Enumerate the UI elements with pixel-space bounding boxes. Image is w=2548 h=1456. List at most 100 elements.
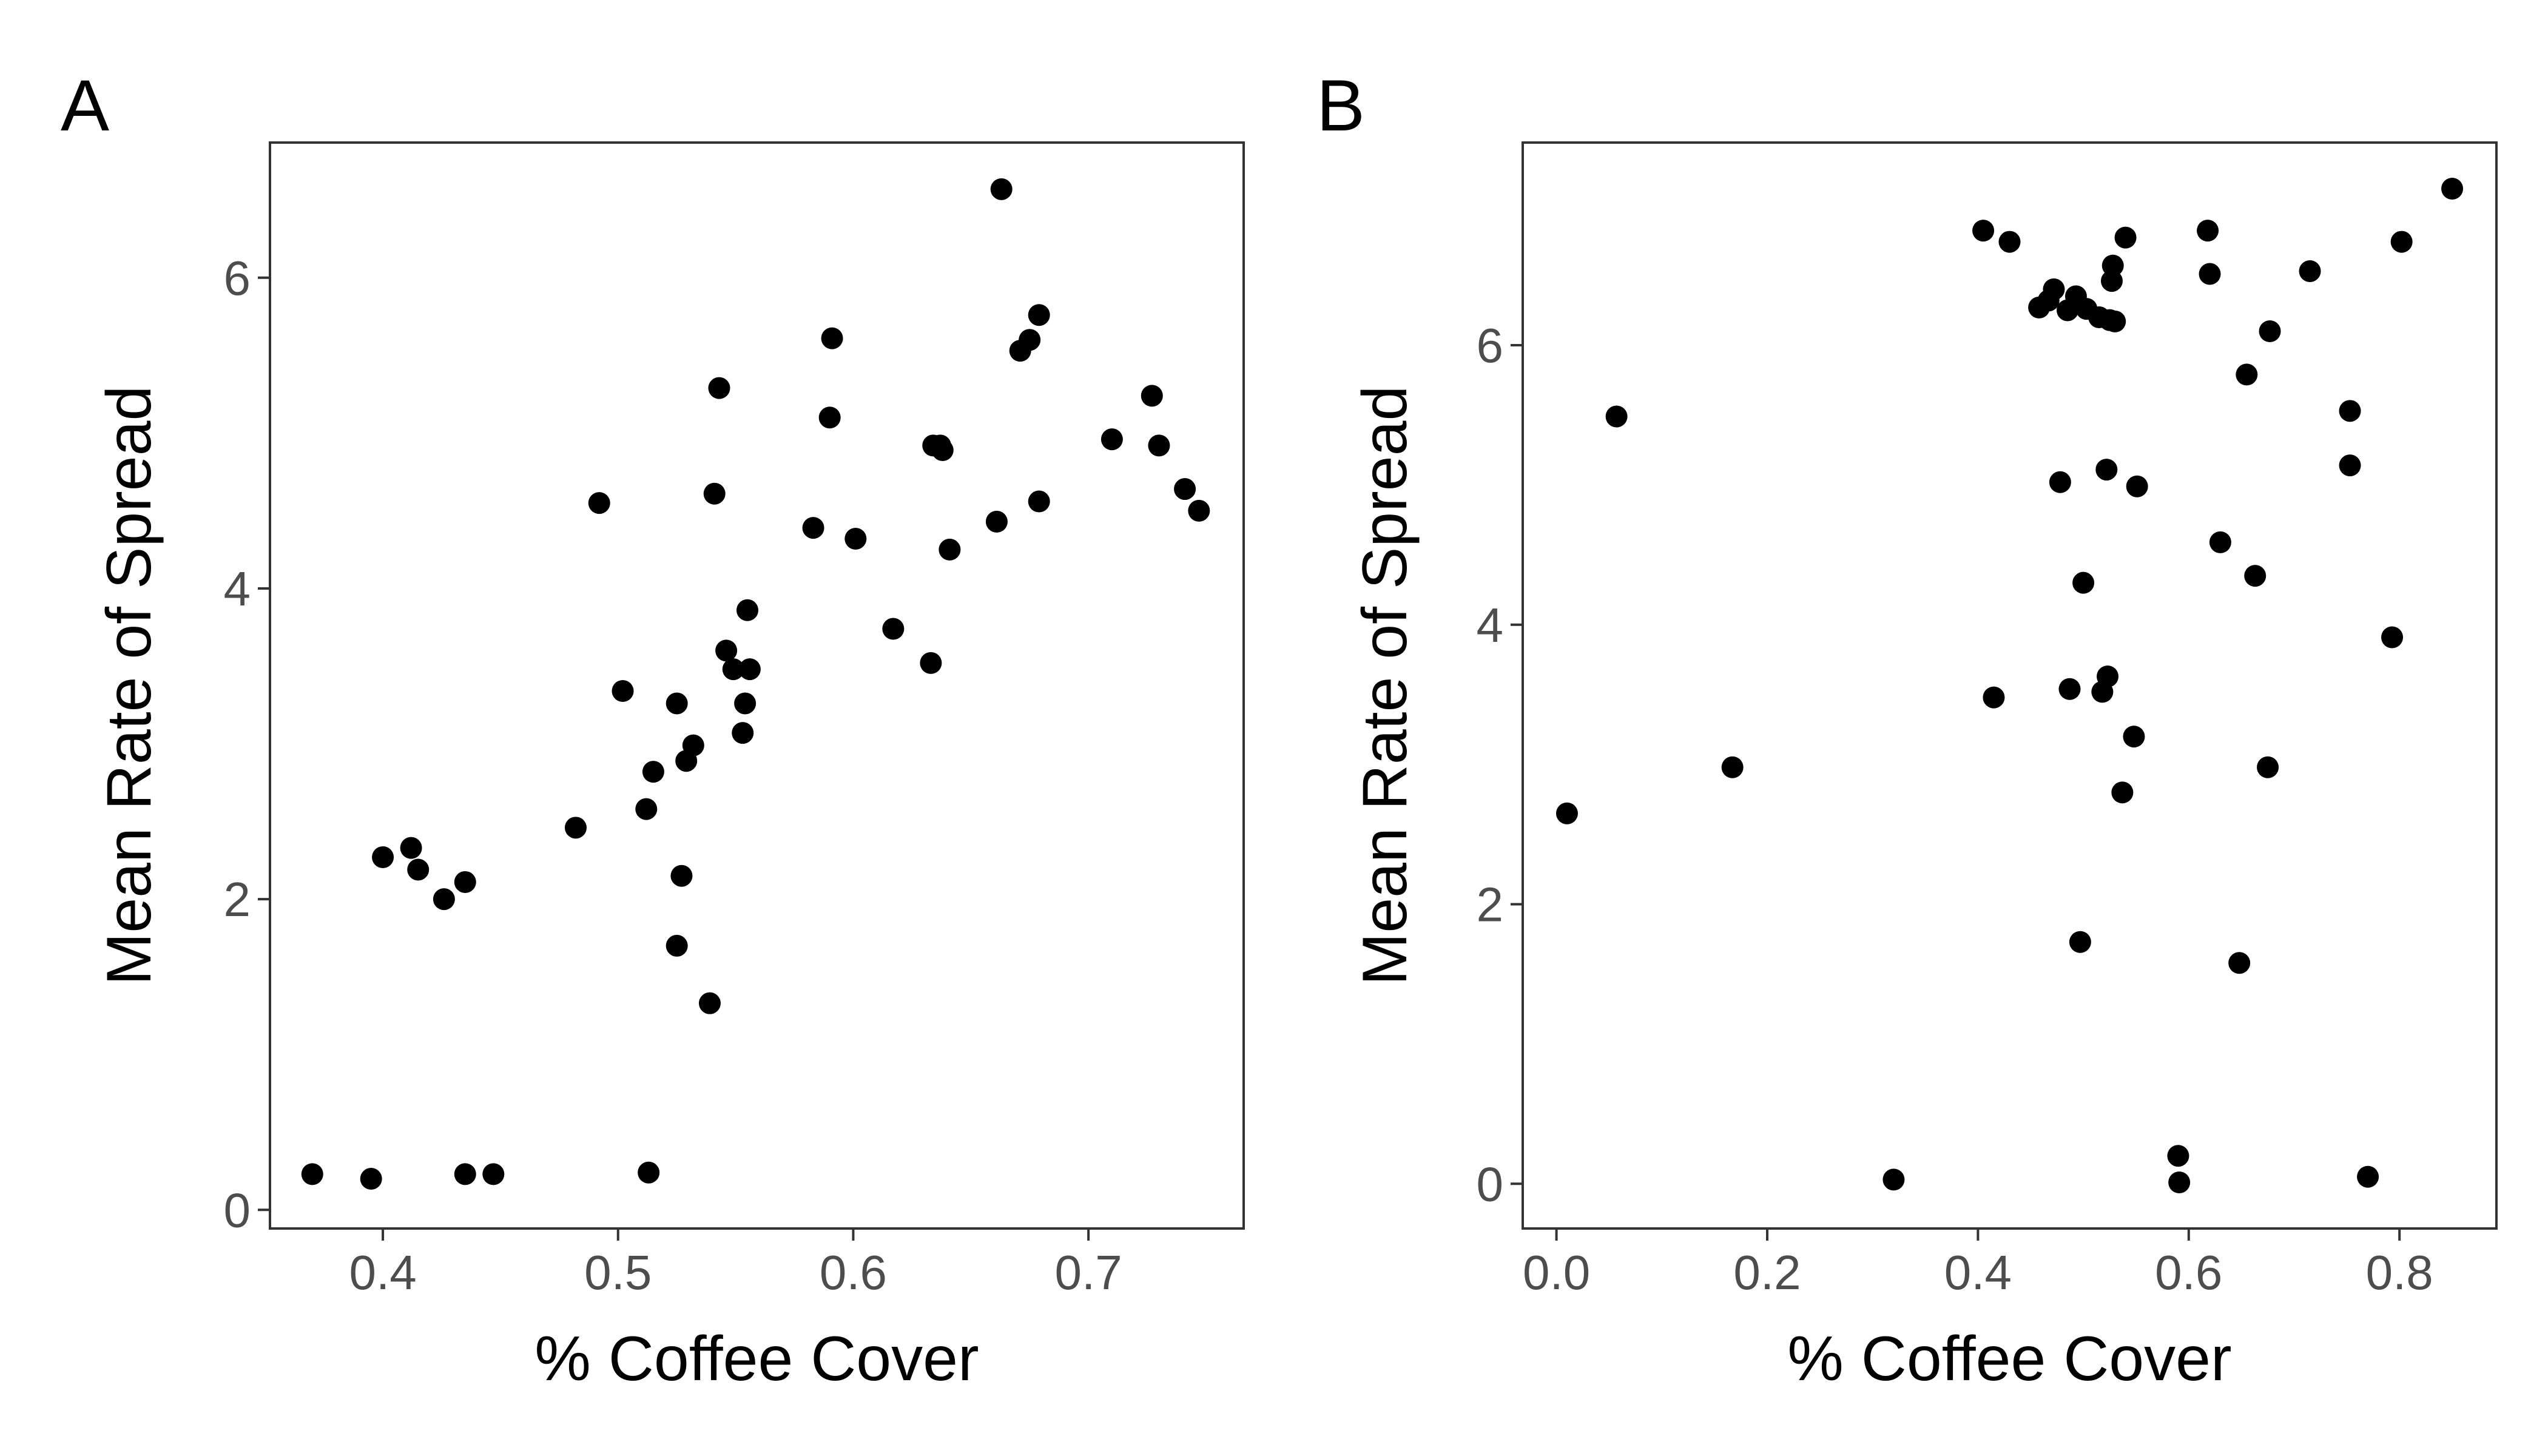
data-point xyxy=(738,658,761,681)
data-point xyxy=(635,798,658,820)
data-point xyxy=(920,652,942,674)
x-tick-label: 0.6 xyxy=(2155,1245,2222,1299)
data-point xyxy=(682,734,704,757)
data-point xyxy=(1555,802,1578,824)
data-point xyxy=(1998,231,2021,253)
plot-frame xyxy=(269,141,1245,1230)
data-point xyxy=(2236,363,2258,386)
data-point xyxy=(407,858,430,881)
data-point xyxy=(2168,1171,2191,1193)
data-point xyxy=(2259,320,2281,343)
y-axis-title: Mean Rate of Spread xyxy=(1350,386,1420,986)
data-point xyxy=(818,406,841,429)
y-tick-label: 4 xyxy=(224,562,251,616)
data-point xyxy=(1174,478,1196,500)
data-point xyxy=(2167,1145,2189,1167)
data-point xyxy=(1141,385,1163,407)
data-point xyxy=(360,1168,382,1190)
data-point xyxy=(2043,278,2065,300)
x-axis-title: % Coffee Cover xyxy=(1787,1324,2231,1394)
data-point xyxy=(2197,220,2219,242)
x-tick-label: 0.2 xyxy=(1733,1245,1801,1299)
data-point xyxy=(2199,263,2221,285)
data-point xyxy=(2101,254,2124,277)
data-point xyxy=(564,817,587,839)
data-point xyxy=(1972,220,1995,242)
data-point xyxy=(698,992,721,1014)
data-point xyxy=(400,837,422,859)
data-point xyxy=(2072,571,2095,594)
data-point xyxy=(2111,781,2134,804)
x-tick-label: 0.4 xyxy=(1944,1245,2012,1299)
data-point xyxy=(734,692,757,715)
panel-label: B xyxy=(1316,65,1365,146)
data-point xyxy=(2390,231,2413,253)
data-point xyxy=(844,528,867,550)
data-point xyxy=(2069,931,2091,953)
data-point xyxy=(2381,626,2404,649)
data-point xyxy=(1100,428,1123,451)
plot-frame xyxy=(1522,141,2498,1230)
data-point xyxy=(454,871,476,893)
y-tick-label: 0 xyxy=(224,1183,251,1237)
data-point xyxy=(2209,531,2231,553)
y-axis-title: Mean Rate of Spread xyxy=(94,386,164,986)
data-point xyxy=(372,846,394,868)
data-point xyxy=(703,482,726,505)
data-point xyxy=(301,1163,323,1185)
data-point xyxy=(1148,434,1170,457)
x-tick-label: 0.6 xyxy=(820,1245,887,1299)
data-point xyxy=(666,692,688,715)
data-point xyxy=(1028,304,1050,326)
data-point xyxy=(612,679,634,702)
data-point xyxy=(802,517,824,539)
data-point xyxy=(1882,1168,1905,1191)
data-point xyxy=(1983,686,2005,709)
x-tick-label: 0.4 xyxy=(349,1245,416,1299)
data-point xyxy=(1188,499,1210,522)
data-point xyxy=(2104,310,2126,332)
data-point xyxy=(2123,726,2145,748)
data-point xyxy=(2257,756,2279,778)
data-point xyxy=(821,327,843,349)
data-point xyxy=(990,178,1013,200)
data-point xyxy=(939,538,961,561)
data-point xyxy=(882,618,905,640)
data-point xyxy=(1028,490,1050,513)
data-point xyxy=(2244,565,2267,587)
panel-b: B 0 2 4 6 0.0 0.2 0.4 0.6 0.8 % Coffee Cover Mean R… xyxy=(1316,65,2498,1394)
data-point xyxy=(708,377,730,399)
data-point xyxy=(2339,454,2361,477)
data-point xyxy=(2299,260,2321,282)
x-axis-title: % Coffee Cover xyxy=(534,1324,979,1394)
data-point xyxy=(1019,329,1041,351)
data-point xyxy=(722,658,744,681)
panel-a: A 0 2 4 6 0.4 0.5 0.6 0.7 % Coffee Cover Mean Rate… xyxy=(61,65,1245,1394)
data-point xyxy=(2228,952,2251,974)
data-point xyxy=(454,1163,476,1185)
x-tick-label: 0.0 xyxy=(1523,1245,1590,1299)
data-point xyxy=(588,492,610,514)
data-point xyxy=(2339,400,2361,422)
y-tick-label: 0 xyxy=(1477,1157,1504,1211)
y-tick-label: 4 xyxy=(1477,598,1504,652)
y-tick-label: 2 xyxy=(1477,878,1504,932)
y-tick-label: 6 xyxy=(224,251,251,305)
data-point xyxy=(433,888,455,911)
data-point xyxy=(715,639,738,662)
data-point xyxy=(1605,405,1628,428)
data-point xyxy=(2095,459,2118,481)
data-point xyxy=(482,1163,505,1185)
y-tick-label: 6 xyxy=(1477,318,1504,372)
data-point xyxy=(2357,1165,2379,1188)
data-point xyxy=(732,722,754,744)
y-tick-label: 2 xyxy=(224,872,251,926)
x-tick-label: 0.5 xyxy=(584,1245,652,1299)
data-point xyxy=(1721,756,1744,778)
data-point xyxy=(2126,475,2148,497)
data-point xyxy=(2441,178,2464,200)
data-point xyxy=(736,599,758,621)
x-tick-label: 0.8 xyxy=(2366,1245,2433,1299)
data-point xyxy=(2114,226,2137,249)
